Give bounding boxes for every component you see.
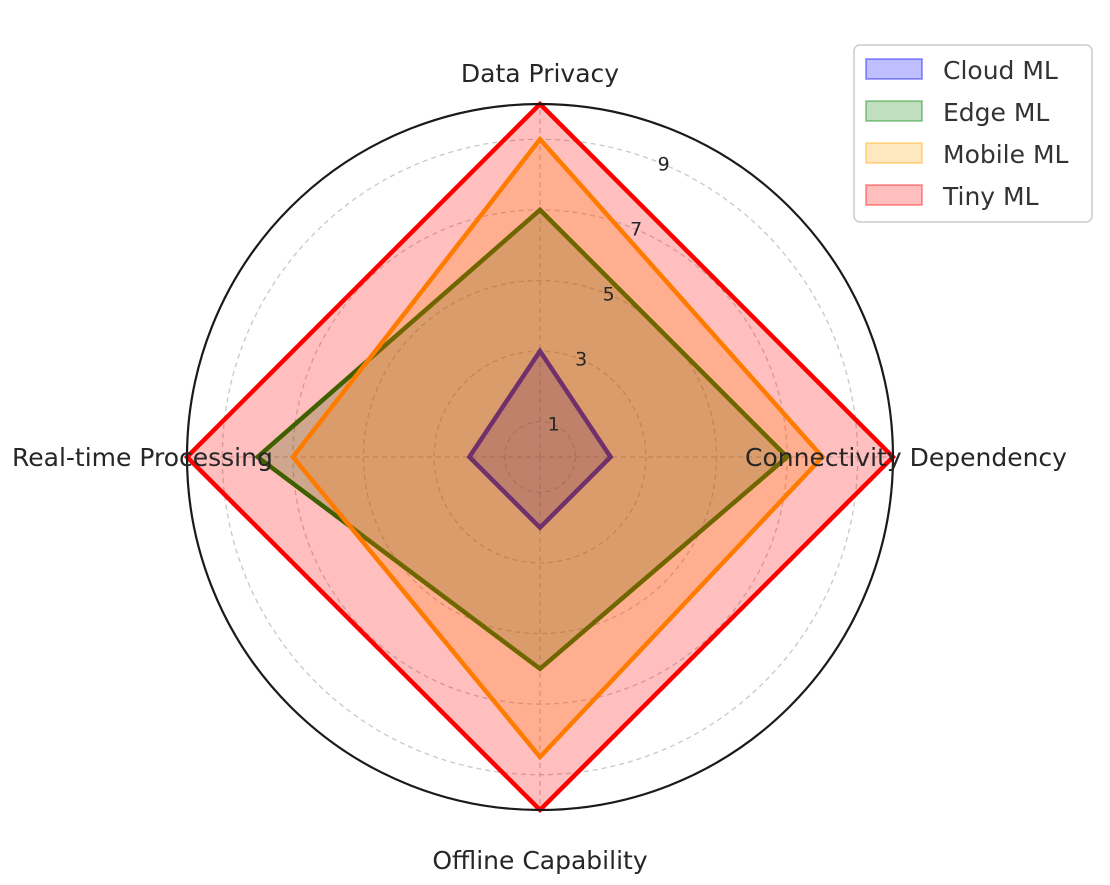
radial-tick-label: 1 bbox=[548, 414, 560, 436]
axis-label-real-time-processing: Real-time Processing bbox=[12, 443, 273, 472]
legend-swatch-mobile-ml bbox=[865, 142, 923, 164]
series-line-mobile-ml bbox=[290, 135, 826, 761]
legend-box bbox=[853, 44, 1093, 223]
grid-ring bbox=[504, 421, 576, 493]
axis-label-data-privacy: Data Privacy bbox=[461, 59, 619, 88]
legend-label-tiny-ml: Tiny ML bbox=[942, 182, 1039, 211]
label-layer: Data Privacy Connectivity Dependency Off… bbox=[12, 59, 1067, 875]
radial-tick-label: 5 bbox=[603, 283, 615, 305]
legend-swatch-cloud-ml bbox=[865, 58, 923, 80]
axis-label-offline-capability: Offline Capability bbox=[432, 846, 647, 875]
series-area-mobile-ml bbox=[292, 139, 823, 758]
legend-swatch-edge-ml bbox=[865, 100, 923, 122]
legend-swatch-tiny-ml bbox=[865, 184, 923, 206]
radial-tick-label: 3 bbox=[575, 349, 587, 371]
radial-tick-label: 7 bbox=[630, 218, 642, 240]
series-layer bbox=[183, 100, 897, 814]
legend-label-edge-ml: Edge ML bbox=[943, 98, 1049, 127]
series-area-cloud-ml bbox=[469, 351, 611, 528]
series-line-cloud-ml bbox=[466, 347, 614, 531]
legend: Cloud ML Edge ML Mobile ML Tiny ML bbox=[853, 44, 1093, 223]
axis-label-connectivity-dependency: Connectivity Dependency bbox=[745, 443, 1067, 472]
series-line-edge-ml bbox=[254, 206, 791, 672]
outer-frame bbox=[185, 102, 895, 812]
radial-tick-label: 9 bbox=[658, 153, 670, 175]
legend-label-cloud-ml: Cloud ML bbox=[943, 56, 1058, 85]
legend-label-mobile-ml: Mobile ML bbox=[943, 140, 1069, 169]
grid-ring bbox=[362, 279, 718, 635]
